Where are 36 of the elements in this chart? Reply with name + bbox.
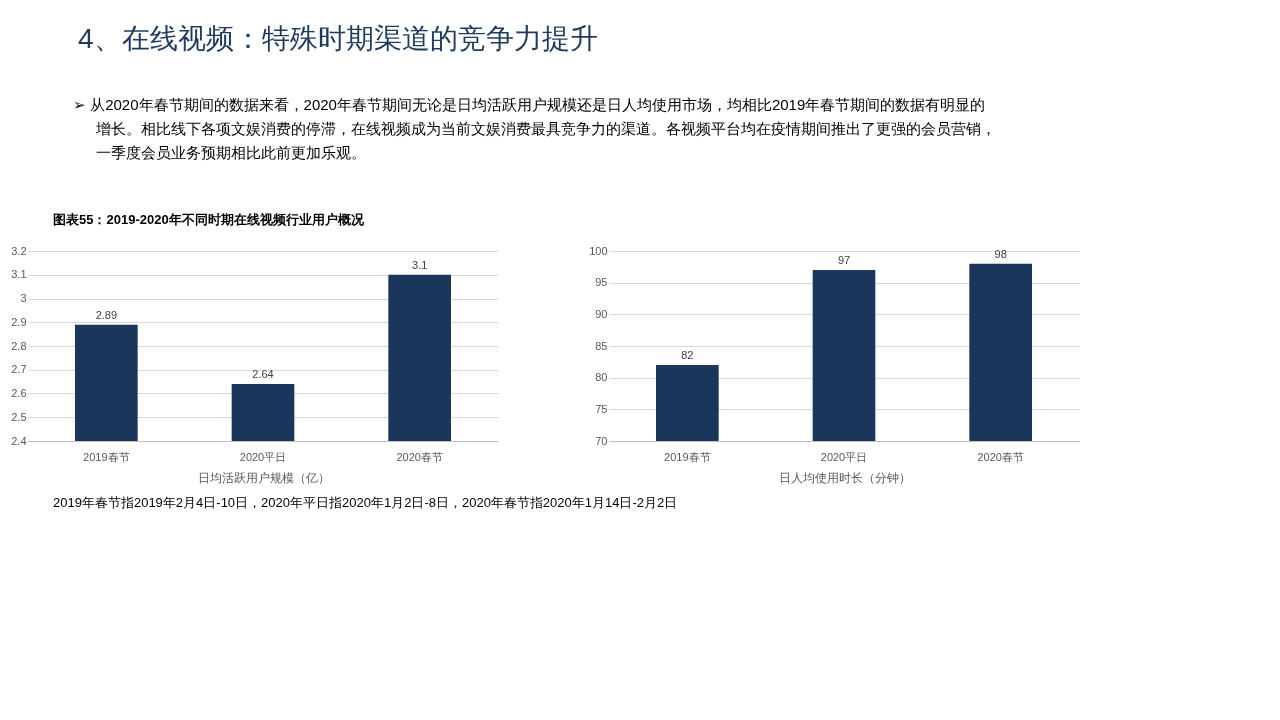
y-tick-label: 2.5 [11,410,27,423]
y-tick-label: 85 [595,339,608,352]
data-label: 3.1 [412,258,428,271]
y-tick-label: 80 [595,371,608,384]
data-label: 2.64 [252,368,274,380]
text: 增长。相比线下各项文娱消费的停滞，在线视频成为当前文娱消费最具竞争力的渠道。各视频平台均在疫情期间推出了更强的会员营销， [95,120,996,137]
x-tick-label: 2020平日 [820,450,868,463]
y-tick-label: 3.1 [11,268,27,281]
y-tick-label: 2.6 [11,387,27,399]
y-tick-label: 90 [595,307,608,320]
data-label: 82 [681,349,694,361]
y-tick-label: 75 [595,402,608,415]
y-tick-label: 2.4 [11,434,27,447]
x-tick-label: 2020平日 [239,450,287,463]
y-tick-label: 100 [589,244,608,257]
chart-title: 图表55：2019-2020年不同时期在线视频行业用户概况 [53,212,365,227]
y-tick-label: 2.8 [11,339,27,352]
data-label: 98 [994,247,1007,260]
x-tick-label: 2019春节 [664,450,711,463]
x-tick-label: 2019春节 [83,450,130,463]
x-axis-title: 日均活跃用户规模（亿） [197,470,330,485]
y-tick-label: 2.7 [11,363,27,376]
data-label: 97 [837,254,851,266]
y-tick-label: 2.9 [11,315,27,328]
x-tick-label: 2020春节 [977,450,1024,463]
data-label: 2.89 [95,308,118,321]
text: 2019年春节指2019年2月4日-10日，2020年平日指2020年1月2日-8日，2020年春节指2020年1月14日-2月2日 [53,495,678,510]
x-axis-title: 日人均使用时长（分钟） [778,470,911,485]
y-tick-label: 3.2 [11,244,27,257]
y-tick-label: 3 [20,292,27,304]
y-tick-label: 95 [595,276,608,289]
y-tick-label: 70 [595,434,608,447]
text: ➢ 从2020年春节期间的数据来看，2020年春节期间无论是日均活跃用户规模还是日人均使用市场，均相比2019年春节期间的数据有明显的 [73,96,986,113]
text: 4、在线视频：特殊时期渠道的竞争力提升 [78,23,598,54]
text: 一季度会员业务预期相比此前更加乐观。 [96,144,366,161]
x-tick-label: 2020春节 [396,450,443,463]
